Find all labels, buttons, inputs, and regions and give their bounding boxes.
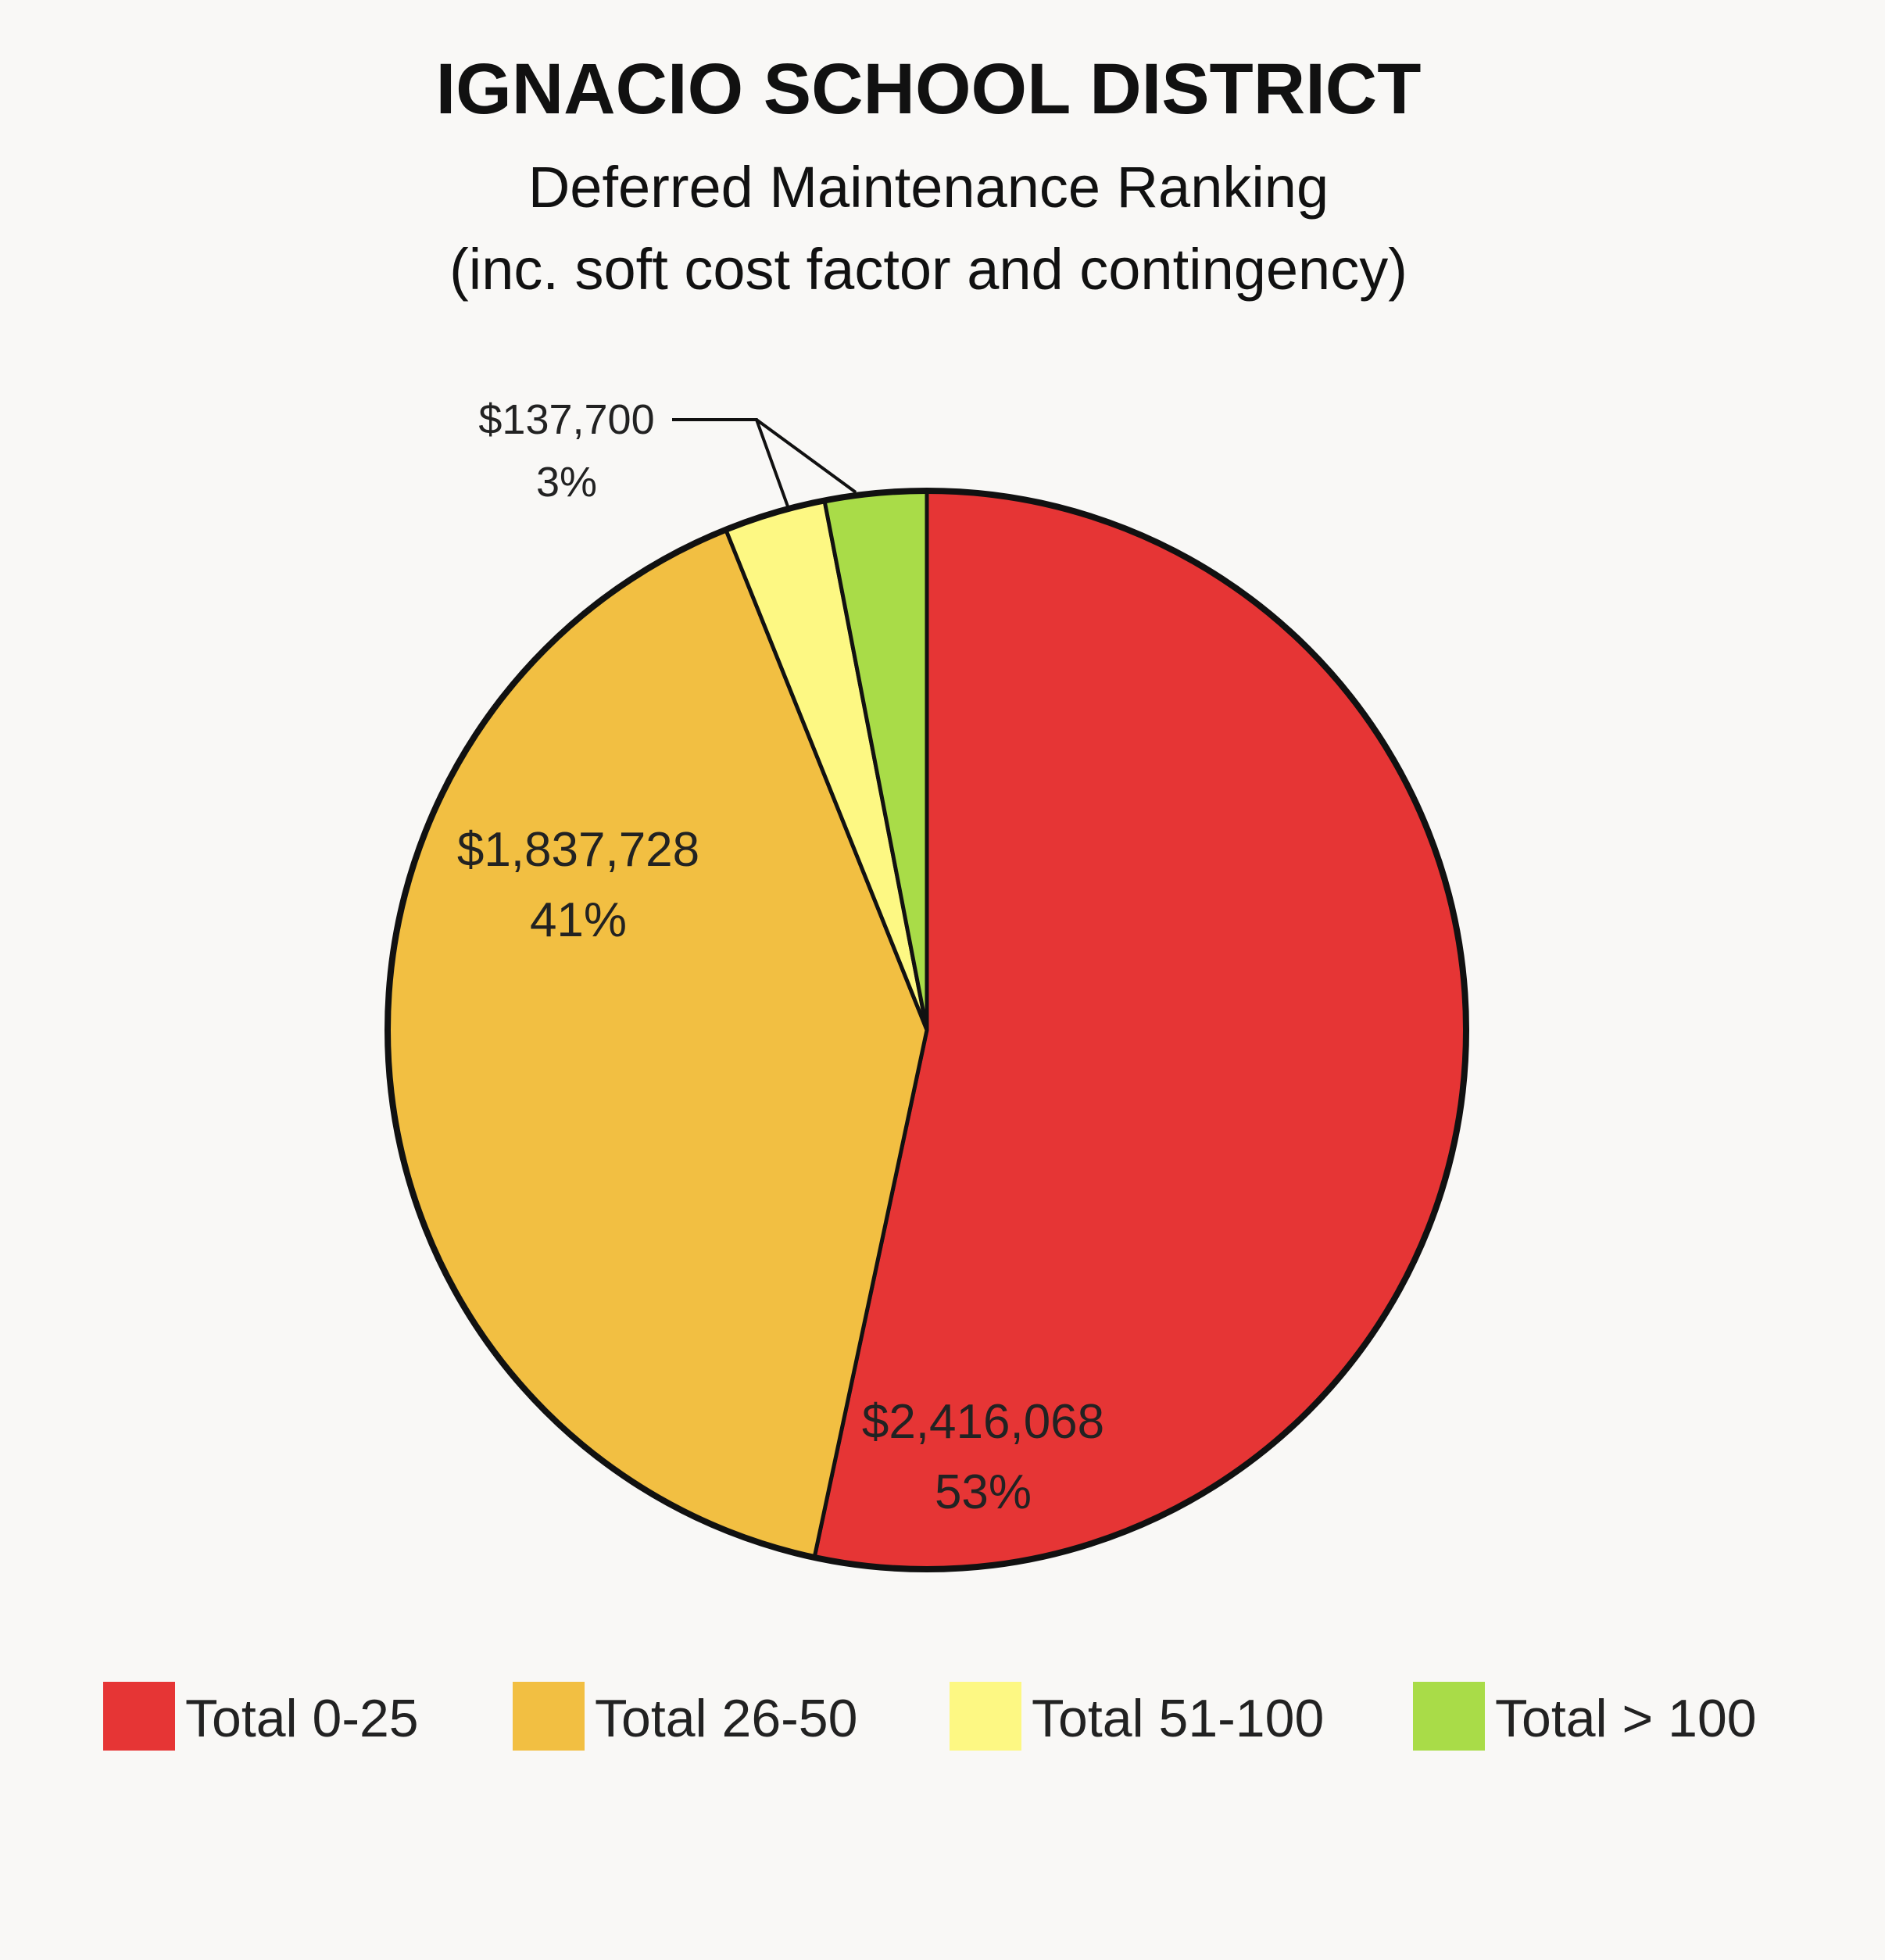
legend-label-total-26-50: Total 26-50 — [595, 1689, 857, 1748]
pie-outline — [385, 488, 1469, 1572]
slice-label-total-26-50-percent: 41% — [530, 893, 627, 947]
legend-label-total-0-25: Total 0-25 — [185, 1689, 419, 1748]
slice-label-total-0-25-value: $2,416,068 — [862, 1395, 1104, 1449]
legend-swatch-total-100 — [1413, 1682, 1485, 1751]
chart-title: IGNACIO SCHOOL DISTRICT — [436, 49, 1422, 129]
legend-swatch-total-26-50 — [513, 1682, 585, 1751]
chart-subtitle-line-1: Deferred Maintenance Ranking — [528, 155, 1329, 220]
chart-subtitle-line-2: (inc. soft cost factor and contingency) — [449, 237, 1407, 302]
chart-legend: Total 0-25 Total 26-50 Total 51-100 Total >… — [103, 1682, 1757, 1751]
slice-label-total-0-25-percent: 53% — [935, 1465, 1032, 1519]
callout-leader-line — [672, 418, 789, 507]
callout-label-percent: 3% — [536, 459, 597, 506]
legend-swatch-total-51-100 — [950, 1682, 1021, 1751]
slice-label-total-26-50-value: $1,837,728 — [457, 823, 699, 877]
callout-leader-line-branch — [755, 418, 857, 494]
legend-label-total-100: Total > 100 — [1495, 1689, 1757, 1748]
legend-label-total-51-100: Total 51-100 — [1032, 1689, 1324, 1748]
callout-label-value: $137,700 — [478, 396, 654, 443]
legend-swatch-total-0-25 — [103, 1682, 175, 1751]
